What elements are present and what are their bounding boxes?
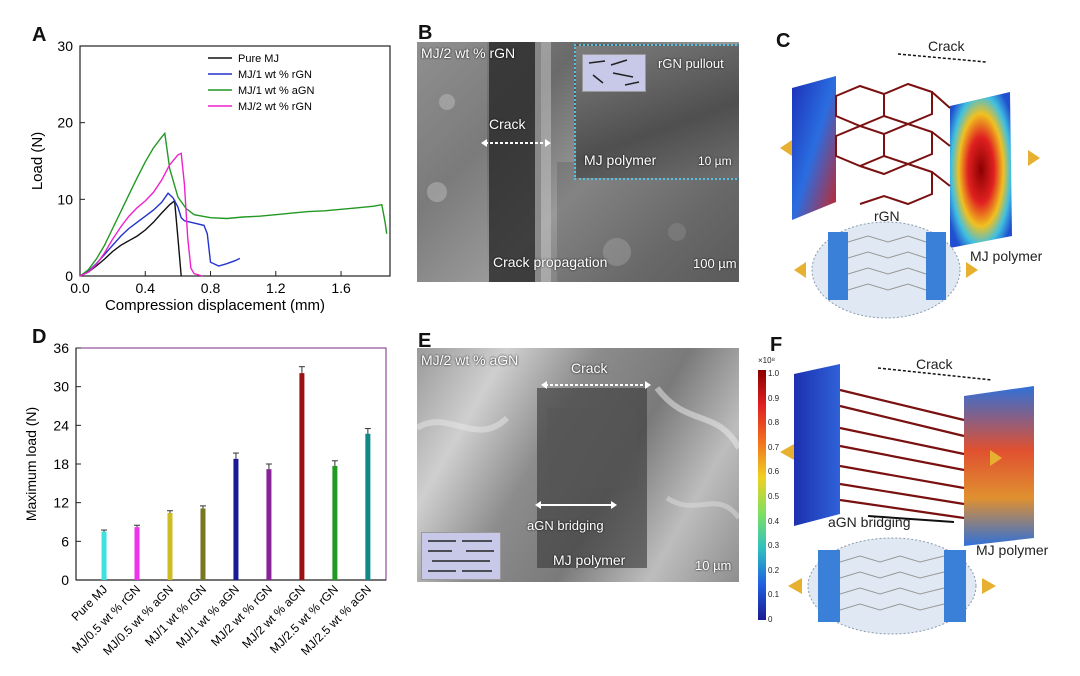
x-tick-label: 0.4 [136, 280, 156, 296]
panel-letter-d: D [32, 326, 47, 348]
polymer-label-f: MJ polymer [976, 542, 1049, 558]
inset-scale-label: 10 µm [698, 154, 732, 168]
rgn-label: rGN [874, 208, 900, 224]
bar [365, 433, 371, 580]
bridging-label-f: aGN bridging [828, 514, 911, 530]
colorbar-tick-label: 0.5 [768, 492, 780, 501]
crack-label-c: Crack [928, 38, 965, 54]
crack-label-f: Crack [916, 356, 953, 372]
panel-letter-c: C [776, 30, 791, 52]
y-tick-label: 12 [53, 495, 69, 511]
y-tick-label: 0 [61, 572, 69, 588]
colorbar-tick-label: 0.3 [768, 541, 780, 551]
colorbar-tick-label: 0.7 [768, 442, 780, 452]
legend-label: Pure MJ [238, 53, 279, 65]
y-tick-label: 30 [53, 379, 69, 395]
bar [332, 465, 338, 580]
sem-title-agn: MJ/2 wt % aGN [421, 352, 519, 368]
sem-title-rgn: MJ/2 wt % rGN [421, 45, 516, 61]
x-tick-label: 1.2 [266, 280, 286, 296]
colorbar-tick-label: 0.4 [768, 516, 780, 526]
y-tick-label: 30 [57, 38, 73, 54]
y-tick-label: 6 [61, 533, 69, 549]
scale-label-e: 10 µm [695, 558, 732, 573]
colorbar-tick-label: 1.0 [768, 369, 780, 378]
polymer-label-c: MJ polymer [970, 248, 1043, 264]
x-tick-label: 0.0 [70, 280, 90, 296]
layered-flake-icon [428, 540, 494, 572]
plot-frame [79, 45, 391, 277]
inset-polymer-label: MJ polymer [584, 152, 657, 168]
inset-schematic [582, 54, 646, 92]
sem-inset-rgn: rGN pullout MJ polymer 10 µm [574, 44, 739, 180]
bar [233, 458, 239, 580]
legend-label: MJ/2 wt % rGN [238, 101, 312, 113]
bar [134, 527, 140, 580]
simulation-rgn-graphic [780, 53, 1040, 319]
x-axis-label: Compression displacement (mm) [105, 297, 325, 314]
bar [299, 373, 305, 580]
polymer-label-e: MJ polymer [553, 552, 626, 568]
legend-label: MJ/1 wt % aGN [238, 85, 314, 97]
inset-pullout-label: rGN pullout [658, 56, 724, 71]
colorbar-tick-label: 0.9 [768, 393, 780, 403]
sem-texture [417, 42, 739, 282]
y-tick-label: 0 [65, 268, 73, 284]
y-tick-label: 36 [53, 340, 69, 356]
colorbar-tick-label: 0.2 [768, 565, 780, 575]
y-axis-label: Maximum load (N) [23, 407, 39, 521]
x-tick-label: 0.8 [201, 280, 221, 296]
bar [266, 469, 272, 580]
simulation-rgn: Crack rGN MJ polymer [750, 36, 1070, 328]
legend-label: MJ/1 wt % rGN [238, 69, 312, 81]
panel-letter-a: A [32, 24, 47, 46]
plot-frame [75, 347, 387, 581]
colorbar-unit: ×10⁸ [758, 356, 775, 365]
y-tick-label: 20 [57, 115, 73, 131]
series-line-2 [79, 192, 241, 277]
crack-width-arrow-icon [541, 381, 651, 389]
panel-letter-e: E [418, 330, 432, 352]
x-tick-label: 1.6 [331, 280, 351, 296]
series-line-3 [79, 131, 388, 277]
y-tick-label: 18 [53, 456, 69, 472]
crack-width-arrow-icon [481, 139, 551, 147]
colorbar-tick-label: 0.1 [768, 590, 780, 600]
load-displacement-chart: 0 10 20 30 0.0 0.4 0.8 1.2 1.6 Compression displa… [29, 38, 391, 314]
stress-colorbar [758, 370, 766, 620]
y-axis-label: Load (N) [29, 132, 46, 190]
panel-letter-f: F [770, 334, 783, 356]
y-tick-label: 10 [57, 191, 73, 207]
crack-propagation-label: Crack propagation [493, 254, 608, 270]
bar [167, 512, 173, 580]
scale-label-b: 100 µm [693, 256, 737, 271]
bridging-label-e: aGN bridging [527, 518, 604, 533]
colorbar-tick-label: 0.8 [768, 418, 780, 428]
sem-texture [417, 386, 739, 568]
series-line-4 [79, 152, 203, 277]
colorbar-tick-label: 0 [768, 615, 773, 624]
bar [101, 531, 107, 580]
bar [200, 508, 206, 580]
colorbar-ticks: 1.0 0.9 0.8 0.7 0.6 0.5 0.4 0.3 0.2 0.1 0 [768, 369, 794, 624]
simulation-agn: ×10⁸ 1.0 0.9 0.8 0.7 0.6 0.5 0.4 0.3 0.2 0.1 0 [748, 350, 1074, 650]
bridging-arrow-icon [535, 501, 617, 509]
sem-image-rgn: rGN pullout MJ polymer 10 µm MJ/2 wt % r… [417, 42, 739, 282]
flake-schematic-icon [588, 59, 640, 86]
y-tick-label: 24 [53, 417, 69, 433]
colorbar-tick-label: 0.6 [768, 467, 780, 477]
series-line-1 [79, 199, 182, 277]
panel-letter-b: B [418, 22, 433, 44]
crack-label-e: Crack [571, 360, 608, 376]
sem-image-agn: MJ/2 wt % aGN Crack aGN bridging MJ poly… [417, 348, 739, 582]
simulation-agn-graphic [780, 364, 1034, 635]
crack-label-b: Crack [489, 116, 526, 132]
bridging-schematic [421, 532, 501, 580]
